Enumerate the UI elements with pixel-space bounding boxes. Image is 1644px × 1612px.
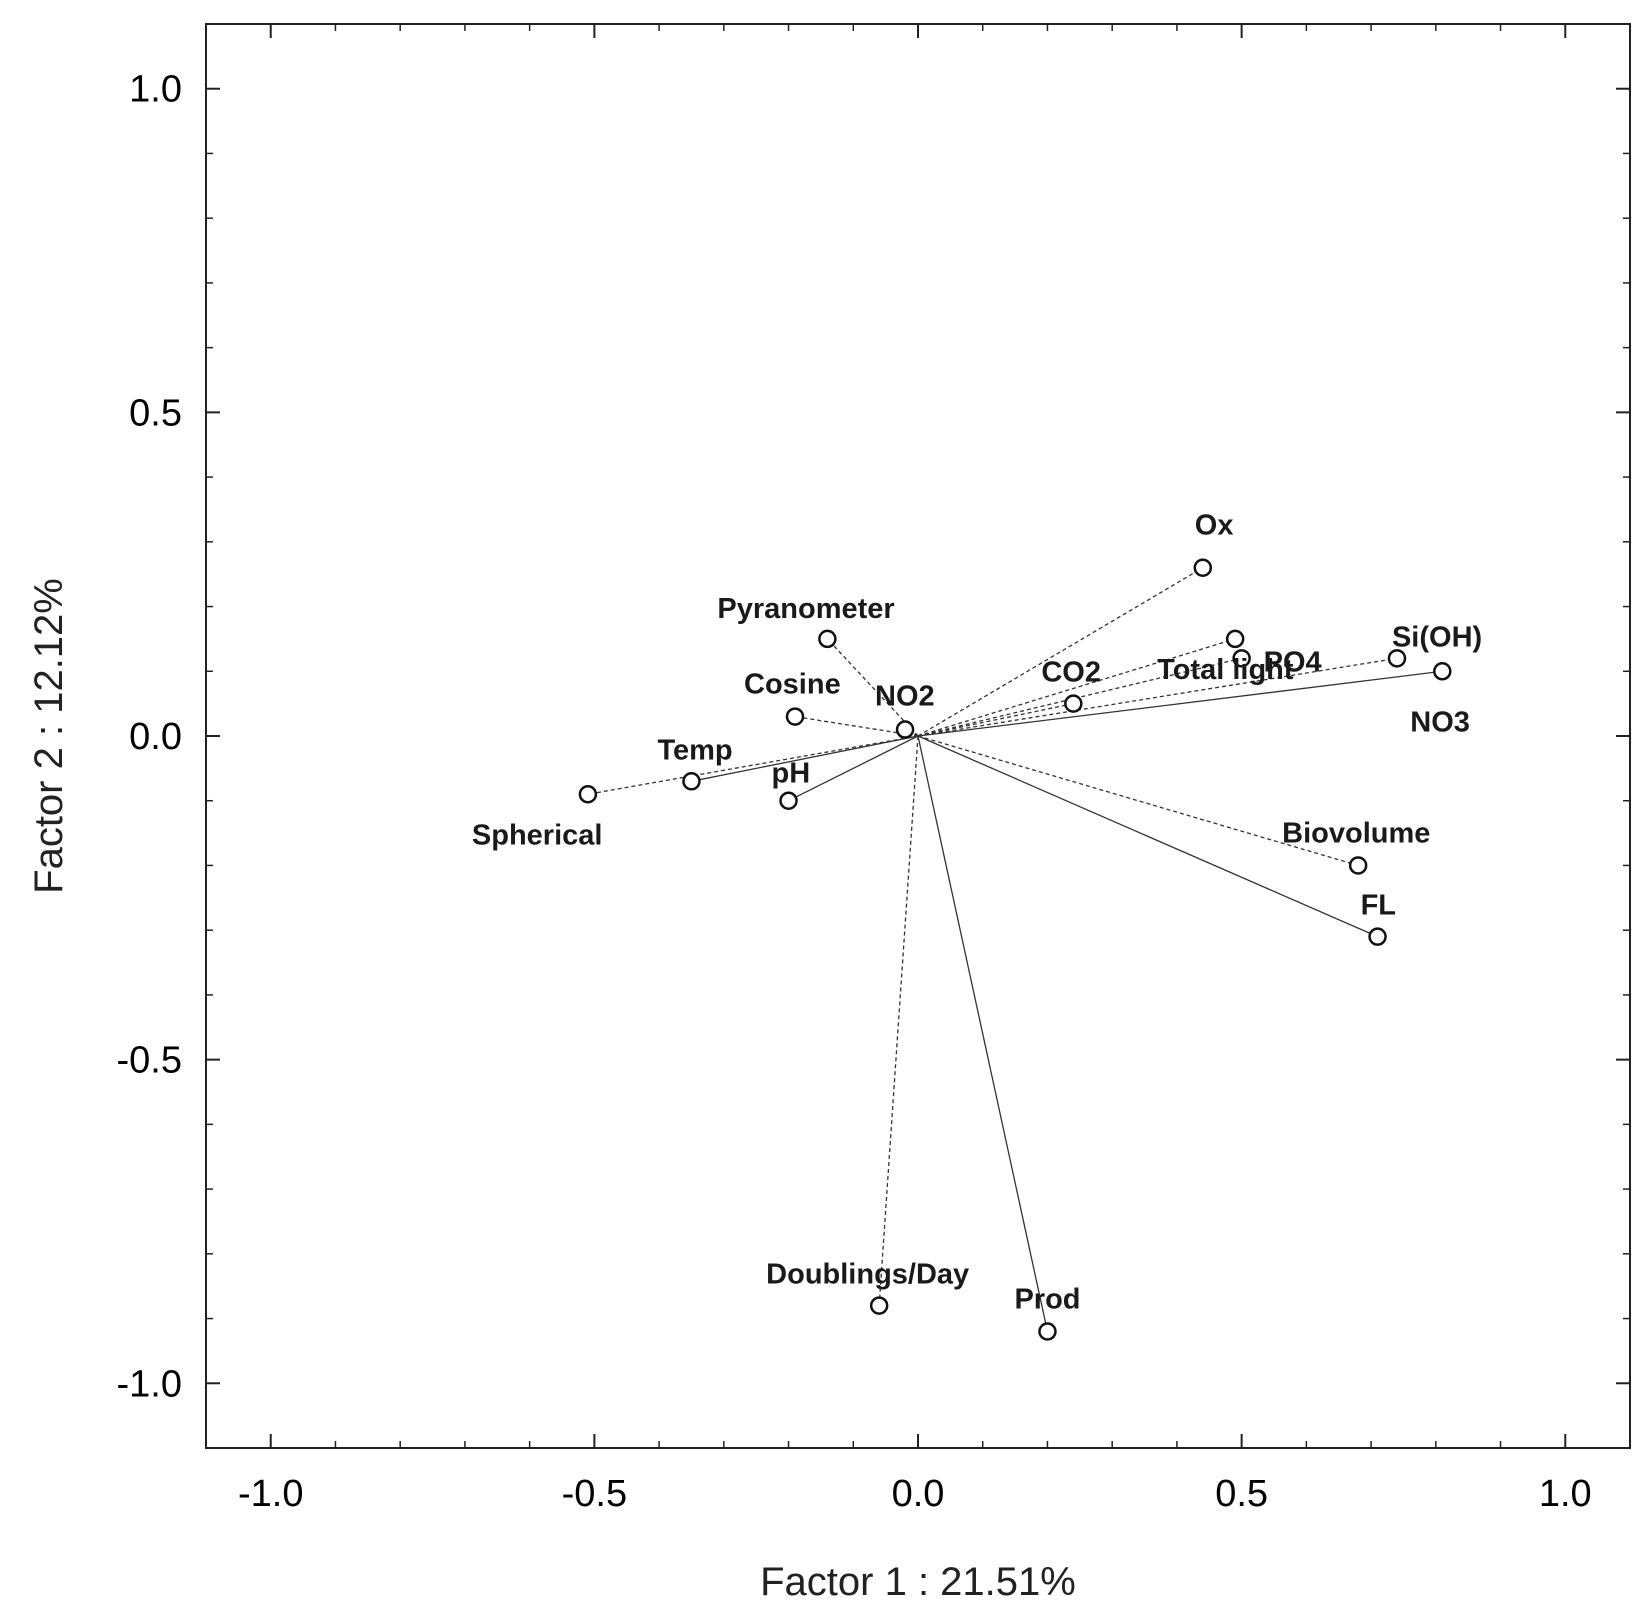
label-si-oh: Si(OH) [1392, 621, 1482, 653]
point-pyranometer [818, 629, 837, 649]
label-co2: CO2 [1041, 657, 1101, 689]
label-fl: FL [1361, 890, 1396, 922]
x-axis-title: Factor 1 : 21.51% [760, 1560, 1076, 1604]
y-tick-label: -0.5 [117, 1040, 182, 1082]
y-tick-label: -1.0 [117, 1363, 182, 1405]
vector-ph [788, 735, 919, 802]
vector-pyranometer [826, 638, 919, 737]
x-tick-label: -1.0 [238, 1473, 303, 1515]
y-tick-label: 1.0 [129, 69, 182, 111]
vector-fl [917, 735, 1378, 938]
point-total-light [1225, 629, 1245, 649]
vector-si-oh [917, 657, 1398, 737]
y-tick-label: 0.5 [129, 392, 182, 434]
point-spherical [578, 785, 598, 804]
vector-temp [691, 735, 919, 782]
point-po4 [1232, 649, 1251, 668]
x-tick-label: 0.0 [892, 1473, 945, 1515]
x-tick-label: 1.0 [1539, 1473, 1592, 1515]
point-cosine [785, 707, 805, 726]
label-doublings-day: Doublings/Day [766, 1259, 969, 1291]
vector-doublings-day [878, 735, 919, 1306]
vector-ox [917, 567, 1204, 737]
label-pyranometer: Pyranometer [717, 593, 894, 625]
label-cosine: Cosine [744, 669, 841, 701]
point-co2 [1064, 694, 1083, 713]
point-ph [779, 791, 798, 810]
x-tick-label: -0.5 [562, 1473, 627, 1515]
vector-total-light [917, 638, 1236, 737]
label-no2: NO2 [875, 681, 935, 713]
point-no2 [895, 720, 915, 739]
label-ox: Ox [1195, 510, 1234, 542]
x-tick-label: 0.5 [1215, 1473, 1268, 1515]
vector-co2 [917, 703, 1074, 737]
point-ox [1193, 558, 1213, 577]
label-biovolume: Biovolume [1282, 817, 1430, 849]
point-no3 [1433, 662, 1452, 681]
point-temp [682, 772, 701, 791]
point-biovolume [1348, 856, 1368, 875]
label-no3: NO3 [1410, 706, 1470, 738]
point-si-oh [1387, 649, 1407, 668]
label-ph: pH [772, 758, 811, 790]
label-po4: PO4 [1264, 646, 1322, 678]
loading-vectors [587, 567, 1443, 1332]
point-markers [578, 558, 1452, 1341]
vector-spherical [587, 735, 919, 795]
vector-prod [917, 735, 1049, 1332]
label-total-light: Total light [1157, 654, 1294, 686]
vector-no3 [917, 670, 1443, 737]
label-spherical: Spherical [472, 819, 603, 851]
point-prod [1038, 1322, 1057, 1341]
axis-ticks: -1.0 -0.5 0.0 0.5 1.0 -1.0 -0.5 0.0 0.5 1.0 [117, 23, 1631, 1515]
label-temp: Temp [657, 734, 732, 766]
label-prod: Prod [1014, 1283, 1080, 1315]
point-doublings-day [869, 1296, 889, 1315]
y-axis-title: Factor 2 : 12.12% [27, 578, 71, 894]
y-tick-label: 0.0 [129, 716, 182, 758]
point-fl [1368, 927, 1387, 946]
